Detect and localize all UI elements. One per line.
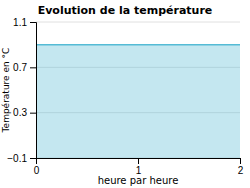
tick-label: 0.7 [13, 62, 27, 73]
tick: 0.3 [13, 107, 36, 118]
tick-label: −0.1 [7, 153, 27, 164]
title: Evolution de la température [38, 4, 213, 17]
tick-label: 0 [34, 165, 40, 176]
tick: 1 [136, 158, 142, 176]
tick: −0.1 [7, 153, 36, 164]
x-axis-title: heure par heure [98, 175, 179, 186]
tick: 0.7 [13, 62, 36, 73]
tick-mark [30, 158, 36, 159]
axis-line [37, 159, 241, 165]
grid [36, 22, 240, 158]
area [36, 45, 240, 158]
data [36, 45, 240, 158]
tick: 2 [238, 158, 244, 176]
line [36, 44, 240, 46]
tick-label: 1.1 [13, 17, 27, 28]
tick-mark [240, 158, 241, 164]
tick: 0 [34, 158, 40, 176]
axis-line [30, 23, 37, 159]
tick-mark [30, 113, 36, 114]
tick-mark [138, 158, 139, 164]
tick-label: 0.3 [13, 107, 27, 118]
chart: 0 1 2 −0.1 0.3 0.7 1.1 Evolution de la températ… [0, 0, 250, 188]
tick-label: 2 [238, 165, 244, 176]
x-axis: 0 1 2 [34, 158, 244, 176]
y-axis: −0.1 0.3 0.7 1.1 [7, 17, 36, 164]
tick-mark [30, 22, 36, 23]
tick-mark [30, 67, 36, 68]
y-axis-title: Température en °C [1, 48, 11, 134]
plot: 0 1 2 −0.1 0.3 0.7 1.1 [7, 17, 243, 176]
tick: 1.1 [13, 17, 36, 28]
grid-line [36, 22, 240, 23]
